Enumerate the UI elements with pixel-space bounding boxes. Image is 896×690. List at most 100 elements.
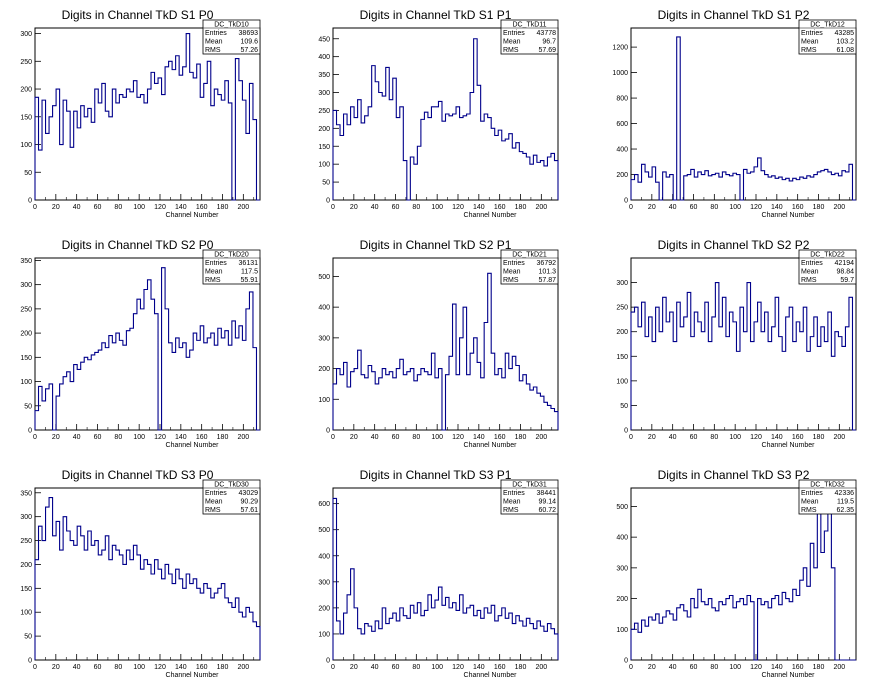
x-tick-label: 180 bbox=[813, 434, 825, 441]
x-tick-label: 20 bbox=[350, 664, 358, 671]
x-tick-label: 120 bbox=[750, 434, 762, 441]
plot-frame bbox=[34, 257, 261, 431]
histogram-series-line bbox=[332, 38, 559, 201]
x-tick-label: 20 bbox=[52, 664, 60, 671]
y-tick-label: 0 bbox=[28, 428, 32, 435]
stats-value-entries: 42194 bbox=[835, 260, 855, 267]
x-tick-label: 140 bbox=[175, 204, 187, 211]
x-tick-label: 140 bbox=[473, 664, 485, 671]
y-tick-label: 300 bbox=[616, 565, 628, 572]
stats-value-mean: 103.2 bbox=[836, 39, 854, 46]
x-tick-label: 160 bbox=[792, 664, 804, 671]
x-tick-label: 160 bbox=[494, 664, 506, 671]
y-tick-label: 1000 bbox=[612, 70, 628, 77]
x-tick-label: 120 bbox=[452, 664, 464, 671]
x-tick-label: 200 bbox=[237, 434, 249, 441]
x-axis-label: Channel Number bbox=[166, 442, 220, 449]
stats-box-frame bbox=[500, 19, 559, 55]
stats-box-frame bbox=[202, 249, 261, 285]
y-tick-label: 250 bbox=[20, 306, 32, 313]
stats-value-rms: 57.69 bbox=[538, 47, 556, 54]
stats-key-rms: RMS bbox=[801, 47, 817, 54]
y-tick-label: 50 bbox=[620, 403, 628, 410]
x-tick-label: 140 bbox=[175, 434, 187, 441]
x-tick-label: 0 bbox=[629, 434, 633, 441]
chart-title: Digits in Channel TkD S1 P1 bbox=[360, 8, 512, 22]
y-tick-label: 300 bbox=[20, 282, 32, 289]
x-tick-label: 120 bbox=[452, 434, 464, 441]
y-tick-label: 400 bbox=[616, 535, 628, 542]
y-tick-label: 150 bbox=[20, 355, 32, 362]
x-tick-label: 80 bbox=[412, 434, 420, 441]
y-tick-label: 200 bbox=[20, 331, 32, 338]
y-tick-label: 100 bbox=[616, 627, 628, 634]
y-tick-label: 450 bbox=[318, 36, 330, 43]
x-tick-label: 100 bbox=[431, 664, 443, 671]
x-tick-label: 100 bbox=[133, 204, 145, 211]
x-tick-label: 160 bbox=[792, 434, 804, 441]
x-tick-label: 40 bbox=[669, 664, 677, 671]
y-tick-label: 300 bbox=[318, 335, 330, 342]
stats-value-rms: 57.61 bbox=[240, 507, 258, 514]
x-tick-label: 120 bbox=[750, 204, 762, 211]
x-tick-label: 0 bbox=[629, 204, 633, 211]
x-tick-label: 100 bbox=[431, 204, 443, 211]
stats-value-entries: 38441 bbox=[537, 490, 557, 497]
stats-value-mean: 98.84 bbox=[836, 269, 854, 276]
chart-title: Digits in Channel TkD S3 P0 bbox=[62, 468, 214, 482]
x-tick-label: 180 bbox=[515, 434, 527, 441]
x-axis-label: Channel Number bbox=[762, 442, 816, 449]
stats-key-rms: RMS bbox=[503, 277, 519, 284]
y-tick-label: 500 bbox=[318, 274, 330, 281]
y-tick-label: 300 bbox=[20, 31, 32, 38]
stats-value-rms: 59.7 bbox=[840, 277, 854, 284]
y-tick-label: 250 bbox=[616, 305, 628, 312]
x-tick-label: 0 bbox=[331, 664, 335, 671]
stats-key-mean: Mean bbox=[205, 269, 223, 276]
chart-title: Digits in Channel TkD S2 P2 bbox=[658, 238, 810, 252]
y-tick-label: 0 bbox=[326, 428, 330, 435]
x-tick-label: 20 bbox=[350, 434, 358, 441]
stats-key-mean: Mean bbox=[801, 499, 819, 506]
plot-frame bbox=[630, 487, 857, 661]
y-tick-label: 100 bbox=[318, 631, 330, 638]
stats-value-rms: 62.35 bbox=[836, 507, 854, 514]
y-tick-label: 0 bbox=[326, 658, 330, 665]
y-tick-label: 250 bbox=[318, 108, 330, 115]
x-tick-label: 40 bbox=[371, 204, 379, 211]
x-axis-label: Channel Number bbox=[166, 672, 220, 679]
chart-title: Digits in Channel TkD S3 P2 bbox=[658, 468, 810, 482]
x-tick-label: 60 bbox=[690, 664, 698, 671]
x-tick-label: 60 bbox=[94, 204, 102, 211]
y-tick-label: 150 bbox=[318, 144, 330, 151]
y-tick-label: 250 bbox=[20, 538, 32, 545]
stats-name: DC_TkD10 bbox=[214, 22, 249, 29]
x-tick-label: 200 bbox=[833, 204, 845, 211]
stats-key-rms: RMS bbox=[503, 507, 519, 514]
x-tick-label: 80 bbox=[114, 434, 122, 441]
stats-key-rms: RMS bbox=[503, 47, 519, 54]
x-tick-label: 160 bbox=[196, 434, 208, 441]
x-tick-label: 180 bbox=[515, 204, 527, 211]
x-tick-label: 60 bbox=[392, 434, 400, 441]
x-tick-label: 120 bbox=[154, 204, 166, 211]
y-tick-label: 0 bbox=[624, 198, 628, 205]
histogram-series-line bbox=[630, 36, 856, 201]
x-tick-label: 100 bbox=[729, 434, 741, 441]
x-tick-label: 100 bbox=[431, 434, 443, 441]
x-tick-label: 0 bbox=[33, 434, 37, 441]
stats-key-entries: Entries bbox=[801, 260, 823, 267]
y-tick-label: 300 bbox=[318, 579, 330, 586]
x-tick-label: 200 bbox=[535, 664, 547, 671]
stats-key-entries: Entries bbox=[503, 30, 525, 37]
histogram-series-line bbox=[630, 502, 856, 661]
x-tick-label: 80 bbox=[710, 204, 718, 211]
stats-key-entries: Entries bbox=[503, 260, 525, 267]
chart-title: Digits in Channel TkD S2 P1 bbox=[360, 238, 512, 252]
histogram-series-line bbox=[332, 497, 559, 660]
y-tick-label: 500 bbox=[616, 504, 628, 511]
x-tick-label: 140 bbox=[771, 204, 783, 211]
x-tick-label: 120 bbox=[750, 664, 762, 671]
